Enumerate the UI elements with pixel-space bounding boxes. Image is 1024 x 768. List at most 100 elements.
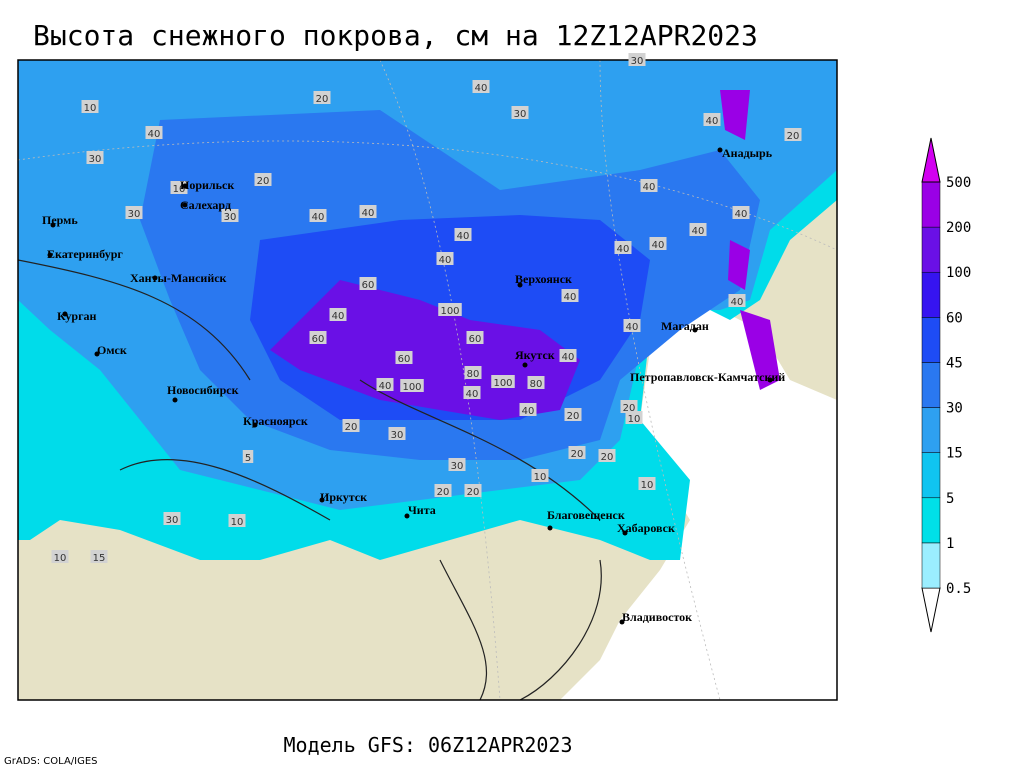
contour-label-box [625, 411, 643, 424]
colorbar-band [921, 542, 941, 589]
snow-peaks [720, 90, 780, 390]
pacific-sea [560, 290, 837, 700]
colorbar-label: 5 [946, 491, 954, 507]
contour-label: 40 [731, 297, 744, 308]
contour-label: 30 [224, 212, 237, 223]
colorbar-band [921, 181, 941, 228]
contour-label-box [145, 126, 163, 139]
contour-label: 10 [54, 553, 67, 564]
city-label: Красноярск [243, 414, 308, 428]
city-dot [152, 275, 158, 281]
contour-label-box [434, 484, 452, 497]
city-label: Ханты-Мансийск [130, 271, 227, 285]
contour-label: 10 [173, 184, 186, 195]
contour-label: 40 [332, 311, 345, 322]
contour-label: 10 [534, 472, 547, 483]
contour-label: 40 [362, 208, 375, 219]
contour-label: 40 [692, 226, 705, 237]
contour-label: 15 [93, 553, 106, 564]
contour-label: 40 [643, 182, 656, 193]
contour-label-box [640, 179, 658, 192]
contour-label-box [400, 379, 424, 392]
contour-label-box [732, 206, 750, 219]
contour-label-box [568, 446, 586, 459]
contour-label-box [86, 151, 104, 164]
contour-label: 100 [440, 306, 459, 317]
contour-label: 10 [84, 103, 97, 114]
contour-label: 20 [345, 422, 358, 433]
city-dot [622, 530, 628, 536]
contour-label-box [90, 550, 108, 563]
credit: GrADS: COLA/IGES [4, 756, 98, 767]
contour-label: 10 [641, 480, 654, 491]
contour-label-box [564, 408, 582, 421]
colorbar-label: 200 [946, 220, 971, 236]
title: Высота снежного покрова, см на 12Z12APR2… [33, 19, 758, 52]
contour-label: 30 [166, 515, 179, 526]
contour-label: 80 [530, 379, 543, 390]
contour-label: 40 [379, 381, 392, 392]
city-dot [547, 525, 553, 531]
colorbar-label: 30 [946, 401, 963, 417]
colorbar-low-triangle [921, 587, 941, 633]
contour-label: 10 [628, 414, 641, 425]
contour-label: 40 [626, 322, 639, 333]
contour-label-box [649, 237, 667, 250]
city-dot [767, 377, 773, 383]
city-label: Омск [97, 343, 127, 357]
city-label: Верхоянск [515, 272, 572, 286]
contour-label: 40 [706, 116, 719, 127]
city-dot [692, 327, 698, 333]
contour-label-box [728, 294, 746, 307]
city-label: Владивосток [622, 610, 692, 624]
contour-label-box [527, 376, 545, 389]
city-label: Салехард [180, 198, 231, 212]
contour-label: 20 [623, 403, 636, 414]
contour-label: 30 [514, 109, 527, 120]
contour-label: 40 [312, 212, 325, 223]
city-label: Анадырь [722, 146, 773, 160]
colorbar-label: 45 [946, 355, 963, 371]
contour-label: 60 [469, 334, 482, 345]
contour-label-box [221, 209, 239, 222]
city-label: Екатеринбург [47, 247, 123, 261]
contour-label: 40 [617, 244, 630, 255]
city-label: Норильск [180, 178, 234, 192]
contour-label-box [511, 106, 529, 119]
city-dot [182, 183, 188, 189]
contour-label-box [519, 403, 537, 416]
contour-label: 40 [466, 389, 479, 400]
city-label: Якутск [515, 348, 555, 362]
contour-label: 20 [601, 452, 614, 463]
contour-label-box [436, 252, 454, 265]
contour-label-box [464, 484, 482, 497]
contour-label-box [228, 514, 246, 527]
city-dot [94, 351, 100, 357]
contour-label: 40 [735, 209, 748, 220]
contour-label: 40 [652, 240, 665, 251]
city-dot [619, 619, 625, 625]
colorbar-high-triangle [921, 137, 941, 183]
colorbar-band [921, 317, 941, 363]
city-label: Хабаровск [617, 521, 675, 535]
map-frame [17, 59, 838, 701]
city-dot [172, 397, 178, 403]
contour-label: 30 [128, 209, 141, 220]
contour-label: 20 [437, 487, 450, 498]
contour-label-box [598, 449, 616, 462]
contour-label-box [689, 223, 707, 236]
city-label: Магадан [661, 319, 709, 333]
contour-label-box [329, 308, 347, 321]
contour-label: 40 [439, 255, 452, 266]
city-label: Курган [57, 309, 97, 323]
contour-label-box [125, 206, 143, 219]
contour-label-box [466, 331, 484, 344]
contour-label: 20 [467, 487, 480, 498]
city-dot [404, 513, 410, 519]
city-label: Чита [408, 503, 436, 517]
city-dot [252, 422, 258, 428]
city-dot [522, 362, 528, 368]
contour-label-box [438, 303, 462, 316]
colorbar-band [921, 362, 941, 408]
